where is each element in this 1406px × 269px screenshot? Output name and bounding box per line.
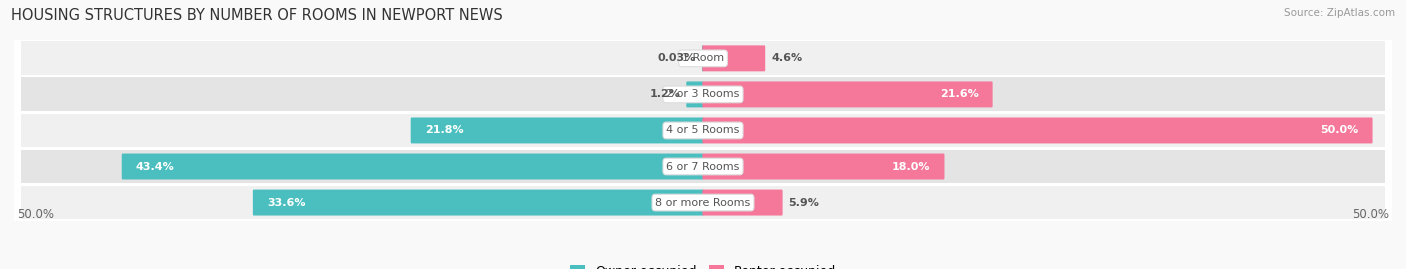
FancyBboxPatch shape — [411, 118, 703, 143]
FancyBboxPatch shape — [122, 154, 703, 179]
Text: 8 or more Rooms: 8 or more Rooms — [655, 197, 751, 208]
Text: 18.0%: 18.0% — [891, 161, 931, 172]
Text: Source: ZipAtlas.com: Source: ZipAtlas.com — [1284, 8, 1395, 18]
Text: 2 or 3 Rooms: 2 or 3 Rooms — [666, 89, 740, 100]
Text: 33.6%: 33.6% — [267, 197, 305, 208]
FancyBboxPatch shape — [703, 190, 783, 215]
Legend: Owner-occupied, Renter-occupied: Owner-occupied, Renter-occupied — [565, 260, 841, 269]
Text: 50.0%: 50.0% — [17, 208, 53, 221]
FancyBboxPatch shape — [253, 190, 703, 215]
Text: 4 or 5 Rooms: 4 or 5 Rooms — [666, 125, 740, 136]
Text: HOUSING STRUCTURES BY NUMBER OF ROOMS IN NEWPORT NEWS: HOUSING STRUCTURES BY NUMBER OF ROOMS IN… — [11, 8, 503, 23]
FancyBboxPatch shape — [703, 45, 765, 71]
Bar — [21, 150, 1385, 183]
FancyBboxPatch shape — [703, 118, 1372, 143]
Text: 6 or 7 Rooms: 6 or 7 Rooms — [666, 161, 740, 172]
Bar — [21, 41, 1385, 75]
Text: 5.9%: 5.9% — [789, 197, 820, 208]
Text: 50.0%: 50.0% — [1320, 125, 1358, 136]
Text: 0.03%: 0.03% — [658, 53, 696, 63]
Text: 4.6%: 4.6% — [772, 53, 803, 63]
FancyBboxPatch shape — [703, 82, 993, 107]
Bar — [21, 186, 1385, 220]
FancyBboxPatch shape — [686, 82, 703, 107]
Text: 1 Room: 1 Room — [682, 53, 724, 63]
Bar — [21, 77, 1385, 111]
Text: 50.0%: 50.0% — [1353, 208, 1389, 221]
Bar — [21, 114, 1385, 147]
Text: 1.2%: 1.2% — [650, 89, 681, 100]
Text: 21.8%: 21.8% — [425, 125, 464, 136]
Text: 21.6%: 21.6% — [939, 89, 979, 100]
FancyBboxPatch shape — [703, 154, 945, 179]
FancyBboxPatch shape — [702, 45, 703, 71]
Text: 43.4%: 43.4% — [136, 161, 174, 172]
